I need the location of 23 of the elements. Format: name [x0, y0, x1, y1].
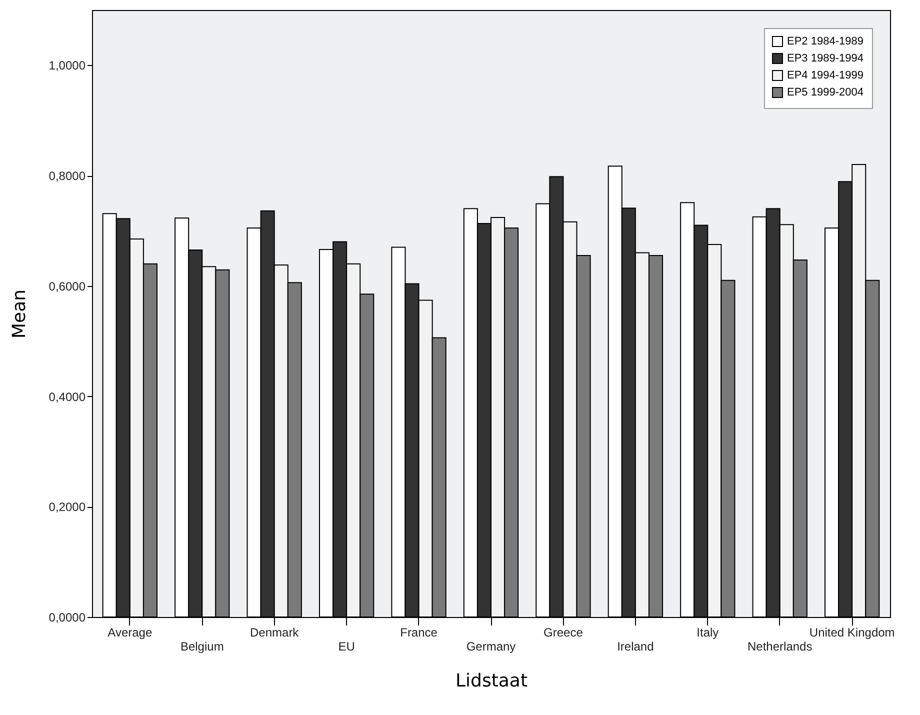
x-tick-label: Germany — [466, 640, 516, 654]
x-tick-label: Italy — [696, 626, 719, 640]
y-tick-label: 0,4000 — [48, 390, 86, 404]
y-tick-label: 0,0000 — [48, 610, 86, 624]
x-tick-label: France — [400, 626, 438, 640]
x-tick-label: Greece — [544, 626, 584, 640]
x-tick-label: Belgium — [180, 640, 224, 654]
x-tick-label: EU — [338, 640, 355, 654]
legend-label: EP3 1989-1994 — [787, 52, 864, 64]
legend-label: EP4 1994-1999 — [787, 70, 864, 82]
y-tick-label: 0,8000 — [48, 169, 86, 184]
x-tick-label: Ireland — [617, 640, 654, 654]
legend-label: EP5 1999-2004 — [787, 86, 864, 98]
y-tick-label: 0,2000 — [48, 500, 86, 514]
x-tick-label: Netherlands — [748, 640, 812, 654]
x-tick-label: Denmark — [250, 626, 300, 640]
y-tick-label: 0,6000 — [48, 279, 86, 294]
y-tick-label: 1,0000 — [48, 58, 86, 73]
x-tick-label: Average — [108, 626, 152, 640]
x-tick-label: United Kingdom — [809, 626, 895, 640]
x-axis-title: Lidstaat — [455, 670, 528, 692]
y-axis-title: Mean — [8, 289, 30, 339]
legend-label: EP2 1984-1989 — [787, 36, 864, 48]
